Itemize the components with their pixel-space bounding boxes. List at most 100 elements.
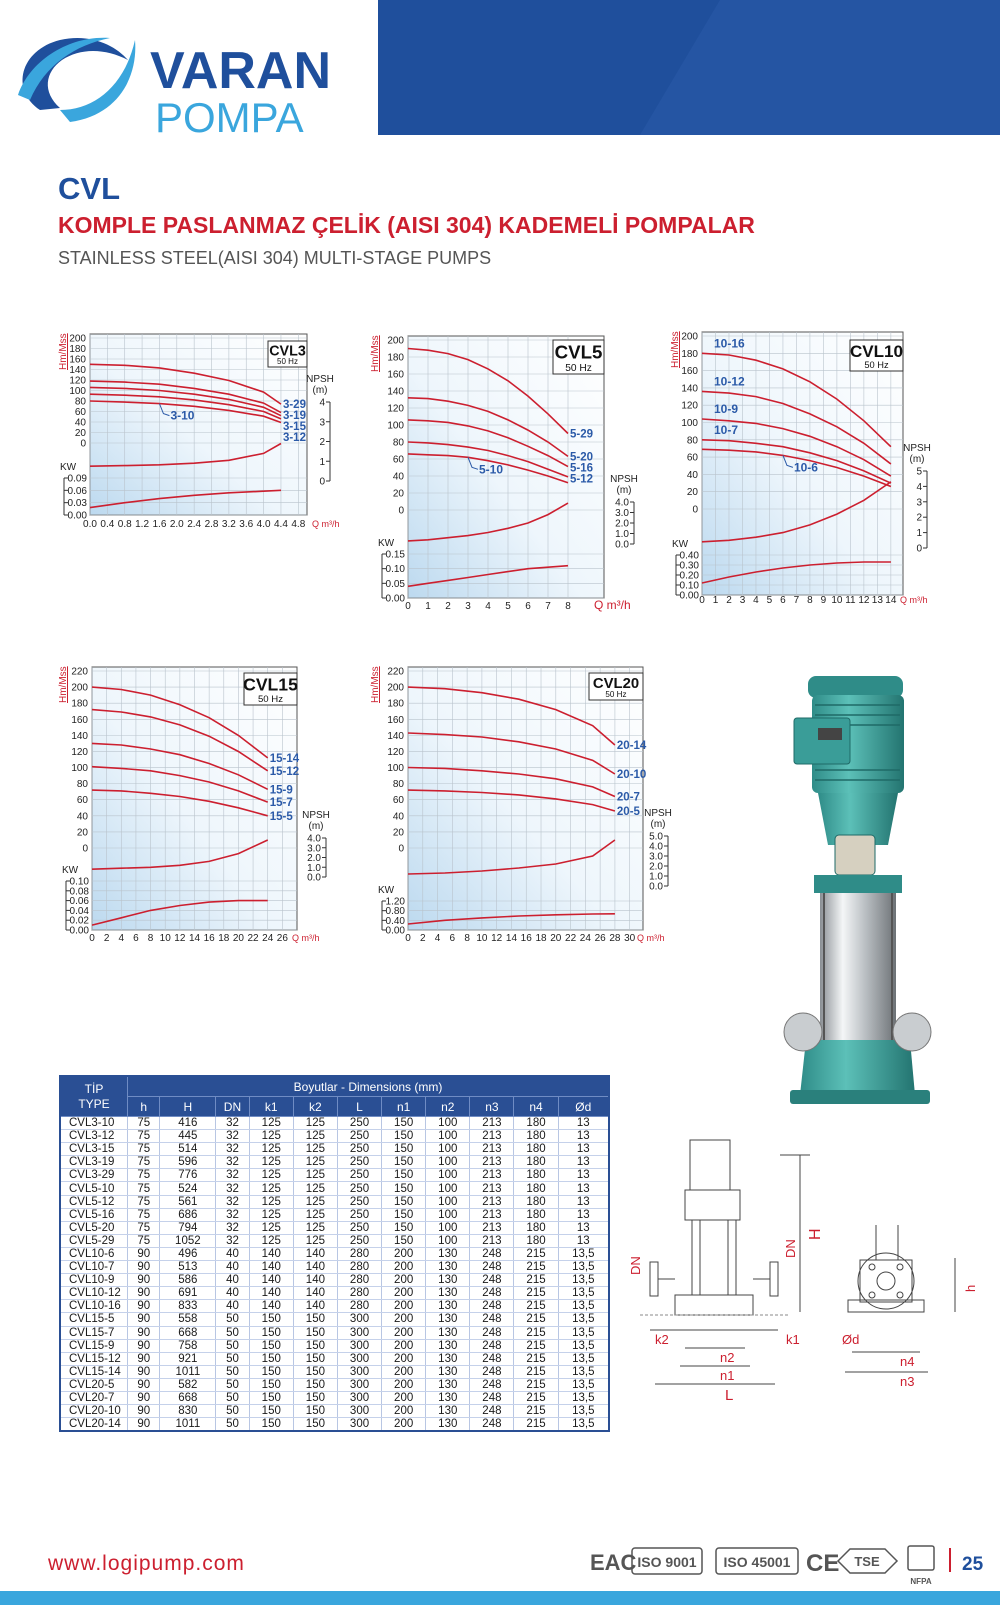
footer-band bbox=[0, 1591, 1000, 1605]
y-tick-label: 100 bbox=[69, 386, 86, 397]
kw-label: KW bbox=[62, 865, 79, 876]
type-header-en: TYPE bbox=[78, 1096, 110, 1111]
y-axis-label: Hm/Mss bbox=[58, 666, 69, 703]
dimension-cell: 50 bbox=[215, 1391, 250, 1406]
npsh-tick-label: 1.0 bbox=[649, 872, 663, 883]
npsh-tick-label: 4 bbox=[916, 482, 922, 493]
head-curve bbox=[89, 363, 282, 405]
upper-flange bbox=[814, 875, 902, 893]
dim-label: k1 bbox=[786, 1332, 800, 1347]
curve-label: 20-14 bbox=[617, 740, 647, 752]
dimension-cell: 140 bbox=[248, 1247, 294, 1262]
y-tick-label: 40 bbox=[75, 418, 87, 429]
npsh-curve bbox=[701, 481, 892, 543]
dimension-cell: 50 bbox=[215, 1404, 250, 1419]
dimension-cell: 248 bbox=[469, 1299, 514, 1314]
x-tick-label: 20 bbox=[550, 933, 562, 944]
dimension-cell: 180 bbox=[513, 1221, 559, 1235]
chart-subtitle: 50 Hz bbox=[864, 360, 889, 370]
head-curve bbox=[701, 352, 892, 448]
y-tick-label: 80 bbox=[393, 438, 405, 449]
dimension-cell: 150 bbox=[381, 1142, 426, 1157]
x-tick-label: 18 bbox=[218, 933, 230, 944]
column-header: k2 bbox=[292, 1096, 338, 1117]
dimension-cell: 794 bbox=[159, 1221, 216, 1235]
dimension-cell: 250 bbox=[336, 1168, 382, 1183]
dimension-cell: 125 bbox=[292, 1195, 338, 1209]
performance-chart: 0 1 2 3 4 5 6 7 8 9 10 11 12 13 1402040608010012014016… bbox=[670, 331, 931, 606]
dimension-cell: 150 bbox=[381, 1116, 426, 1131]
dimension-cell: 686 bbox=[159, 1208, 216, 1222]
title-box bbox=[588, 672, 644, 701]
table-row: CVL5-20 75 794 32 125 125 250 150 100 213 180 13 bbox=[59, 1221, 609, 1235]
dimension-cell: 213 bbox=[469, 1208, 514, 1222]
type-cell: CVL15-14 bbox=[59, 1365, 128, 1379]
dimension-cell: 13,5 bbox=[557, 1260, 609, 1275]
dimension-cell: 125 bbox=[248, 1155, 294, 1170]
dimension-cell: 140 bbox=[292, 1260, 338, 1275]
npsh-tick-label: 2 bbox=[916, 513, 922, 524]
npsh-tick-label: 0 bbox=[319, 477, 325, 488]
dimension-cell: 248 bbox=[469, 1404, 514, 1419]
dimension-cell: 100 bbox=[425, 1221, 470, 1235]
dimension-cell: 150 bbox=[292, 1378, 338, 1392]
table-head: TİP TYPE Boyutlar - Dimensions (mm) h H DN k… bbox=[59, 1075, 610, 1117]
dimension-cell: 200 bbox=[381, 1326, 426, 1340]
npsh-label: NPSH bbox=[610, 474, 638, 485]
dimension-cell: 125 bbox=[248, 1142, 294, 1157]
dimension-cell: 125 bbox=[292, 1116, 338, 1131]
kw-tick-label: 0.02 bbox=[70, 916, 90, 927]
dimension-cell: 125 bbox=[248, 1181, 294, 1196]
cert: ISO 9001 bbox=[637, 1554, 696, 1570]
dimension-cell: 513 bbox=[159, 1260, 216, 1275]
dimension-cell: 125 bbox=[292, 1221, 338, 1235]
y-tick-label: 80 bbox=[393, 779, 405, 790]
kw-label: KW bbox=[378, 538, 395, 549]
dimension-cell: 125 bbox=[248, 1195, 294, 1209]
dimension-cell: 213 bbox=[469, 1129, 514, 1144]
curve-label: 15-5 bbox=[270, 811, 294, 823]
chart-title: CVL15 bbox=[243, 675, 298, 695]
y-axis-label: Hm/Mss bbox=[370, 666, 381, 703]
head-curve bbox=[701, 439, 892, 484]
npsh-curve bbox=[91, 839, 269, 870]
x-tick-label: 9 bbox=[821, 595, 827, 606]
dimension-cell: 125 bbox=[292, 1129, 338, 1144]
dimension-cell: 13 bbox=[557, 1234, 609, 1248]
dimension-cell: 180 bbox=[513, 1195, 559, 1209]
npsh-tick-label: 0.0 bbox=[307, 873, 321, 884]
type-cell: CVL3-19 bbox=[59, 1155, 128, 1170]
dimension-cell: 125 bbox=[292, 1208, 338, 1222]
plot-frame bbox=[407, 666, 644, 931]
npsh-tick-label: 3.0 bbox=[649, 852, 663, 863]
curve-label: 20-7 bbox=[617, 792, 640, 804]
kw-tick-label: 0.10 bbox=[680, 581, 700, 592]
y-tick-label: 120 bbox=[681, 401, 698, 412]
dimension-cell: 248 bbox=[469, 1339, 514, 1353]
curve-label: 3-15 bbox=[283, 421, 307, 433]
y-tick-label: 20 bbox=[77, 827, 89, 838]
kw-tick-label: 0.00 bbox=[386, 594, 406, 605]
npsh-label: NPSH bbox=[302, 810, 330, 821]
pump-photo bbox=[783, 676, 932, 1104]
dimension-cell: 180 bbox=[513, 1168, 559, 1183]
kw-tick-label: 0.40 bbox=[680, 551, 700, 562]
dimension-cell: 200 bbox=[381, 1352, 426, 1366]
type-cell: CVL15-7 bbox=[59, 1326, 128, 1340]
dimension-cell: 830 bbox=[159, 1404, 216, 1419]
dimension-cell: 215 bbox=[513, 1365, 559, 1379]
x-tick-label: 12 bbox=[858, 595, 870, 606]
dimension-cell: 75 bbox=[126, 1155, 160, 1170]
dimension-cell: 496 bbox=[159, 1247, 216, 1262]
x-axis-label: Q m³/h bbox=[292, 933, 320, 943]
npsh-tick-label: 4.0 bbox=[307, 834, 321, 845]
dimension-cell: 150 bbox=[381, 1168, 426, 1183]
y-tick-label: 60 bbox=[393, 795, 405, 806]
table-row: CVL15-5 90 558 50 150 150 300 200 130 248 215 13,5 bbox=[59, 1312, 609, 1327]
head-curve bbox=[407, 789, 616, 812]
dim-label: h bbox=[963, 1285, 978, 1292]
kw-label: KW bbox=[672, 539, 689, 550]
dimension-cell: 50 bbox=[215, 1378, 250, 1392]
x-tick-label: 16 bbox=[204, 933, 216, 944]
dimension-cell: 300 bbox=[336, 1312, 382, 1327]
